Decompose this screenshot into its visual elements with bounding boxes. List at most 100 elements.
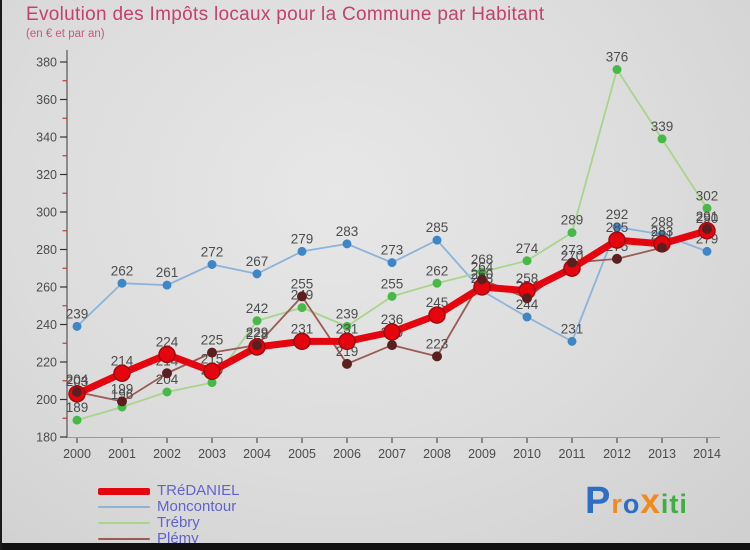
- x-tick-label: 2006: [333, 447, 361, 461]
- x-tick-label: 2013: [648, 447, 676, 461]
- point-label-tredaniel: 214: [111, 353, 134, 368]
- logo-letter: x: [640, 482, 661, 521]
- dot-moncontour: [207, 260, 217, 269]
- x-tick-label: 2004: [243, 447, 271, 461]
- dot-trebry: [432, 278, 442, 288]
- dot-plemy: [162, 368, 172, 379]
- point-label-moncontour: 231: [561, 321, 584, 336]
- dot-trebry: [387, 291, 397, 301]
- logo-letter: i: [679, 489, 688, 519]
- dot-moncontour: [387, 258, 397, 268]
- dot-trebry: [702, 203, 712, 213]
- logo-letter: r: [611, 489, 623, 519]
- point-label-moncontour: 279: [291, 231, 314, 246]
- dot-moncontour: [567, 336, 577, 346]
- x-tick-label: 2001: [108, 447, 136, 461]
- dot-tredaniel: [338, 332, 356, 351]
- point-label-plemy: 225: [201, 333, 224, 348]
- point-label-plemy: 264: [471, 260, 494, 275]
- legend-swatch-tredaniel: [98, 487, 150, 495]
- dot-plemy: [297, 291, 307, 302]
- y-tick-label: 200: [36, 393, 57, 407]
- dot-tredaniel: [428, 306, 446, 324]
- legend-label-plemy: Plémy: [157, 530, 199, 547]
- legend-item-tredaniel: TRéDANIEL: [98, 482, 240, 499]
- point-label-moncontour: 292: [606, 207, 629, 222]
- legend-item-plemy: Plémy: [98, 530, 240, 547]
- dot-plemy: [612, 253, 622, 264]
- point-label-trebry: 196: [111, 387, 134, 402]
- point-label-trebry: 262: [426, 263, 449, 278]
- point-label-moncontour: 285: [426, 220, 449, 235]
- point-label-moncontour: 273: [381, 243, 404, 258]
- bottom-bar: [2, 543, 750, 550]
- logo-letter: i: [660, 489, 670, 519]
- point-label-plemy: 255: [291, 276, 314, 291]
- dot-trebry: [612, 65, 622, 74]
- point-label-moncontour: 267: [246, 254, 269, 269]
- point-label-tredaniel: 203: [66, 374, 89, 389]
- y-tick-label: 380: [36, 56, 57, 70]
- dot-trebry: [72, 415, 82, 425]
- point-label-tredaniel: 285: [606, 220, 629, 235]
- point-label-tredaniel: 228: [246, 327, 269, 342]
- x-tick-label: 2012: [603, 447, 631, 461]
- point-label-tredaniel: 283: [651, 224, 674, 239]
- logo-letter: t: [669, 489, 680, 519]
- point-label-trebry: 204: [156, 372, 179, 387]
- x-tick-label: 2002: [153, 447, 181, 461]
- dot-plemy: [387, 340, 397, 351]
- chart-subtitle: (en € et par an): [26, 28, 105, 40]
- dot-trebry: [477, 267, 487, 277]
- dot-tredaniel: [158, 345, 176, 364]
- point-label-moncontour: 261: [156, 265, 179, 280]
- point-label-moncontour: 244: [516, 297, 539, 312]
- dot-tredaniel: [383, 323, 401, 341]
- x-tick-label: 2003: [198, 447, 226, 461]
- dot-trebry: [162, 387, 172, 397]
- legend-swatch-trebry: [98, 522, 150, 524]
- point-label-tredaniel: 231: [336, 321, 359, 336]
- y-tick-label: 240: [36, 318, 57, 332]
- point-label-plemy: 229: [246, 325, 269, 340]
- dot-moncontour: [162, 280, 172, 290]
- point-label-trebry: 239: [336, 306, 359, 321]
- point-label-trebry: 255: [381, 276, 404, 291]
- dot-trebry: [252, 316, 262, 326]
- dot-tredaniel: [608, 231, 626, 249]
- x-tick-label: 2008: [423, 447, 451, 461]
- y-tick-label: 300: [36, 206, 57, 220]
- dot-trebry: [522, 256, 532, 266]
- dot-moncontour: [72, 321, 82, 331]
- point-label-tredaniel: 245: [426, 295, 449, 310]
- y-tick-label: 280: [36, 243, 57, 257]
- line-chart: 180 200 220 240 260 280 300 320 340 360 380 2000 200…: [36, 50, 721, 462]
- point-label-plemy: 199: [111, 381, 134, 396]
- x-tick-label: 2000: [63, 447, 91, 461]
- x-tick-label: 2005: [288, 447, 316, 461]
- dot-moncontour: [522, 312, 532, 322]
- point-label-moncontour: 272: [201, 245, 224, 260]
- chart-title: Evolution des Impôts locaux pour la Comm…: [26, 4, 545, 25]
- dot-moncontour: [252, 269, 262, 279]
- x-tick-label: 2007: [378, 447, 406, 461]
- legend-swatch-moncontour: [98, 506, 150, 508]
- point-label-plemy: 273: [561, 243, 584, 258]
- dot-moncontour: [297, 246, 307, 256]
- point-label-tredaniel: 236: [381, 312, 404, 327]
- y-tick-label: 220: [36, 356, 57, 370]
- dot-plemy: [477, 274, 487, 285]
- dot-moncontour: [702, 246, 712, 256]
- x-tick-label: 2009: [468, 447, 496, 461]
- legend-swatch-plemy: [98, 538, 150, 540]
- dot-moncontour: [612, 222, 622, 232]
- y-tick-label: 180: [36, 431, 57, 445]
- legend-label-tredaniel: TRéDANIEL: [157, 482, 240, 499]
- dot-plemy: [432, 351, 442, 362]
- point-label-tredaniel: 224: [156, 335, 179, 350]
- point-label-moncontour: 262: [111, 263, 134, 278]
- dot-plemy: [207, 347, 217, 358]
- x-tick-label: 2014: [693, 447, 721, 461]
- y-tick-label: 360: [36, 93, 57, 107]
- dot-tredaniel: [293, 332, 311, 351]
